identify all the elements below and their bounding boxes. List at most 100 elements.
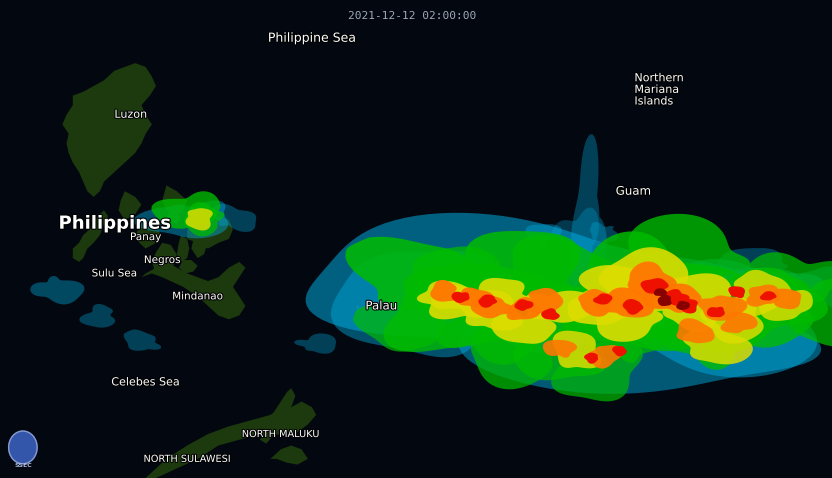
Polygon shape bbox=[458, 287, 495, 308]
Polygon shape bbox=[676, 318, 715, 343]
Polygon shape bbox=[73, 210, 108, 262]
Polygon shape bbox=[424, 309, 428, 314]
Polygon shape bbox=[707, 276, 814, 348]
Polygon shape bbox=[151, 191, 220, 229]
Polygon shape bbox=[616, 189, 622, 195]
Polygon shape bbox=[177, 235, 189, 262]
Polygon shape bbox=[452, 292, 469, 303]
Polygon shape bbox=[541, 308, 560, 320]
Polygon shape bbox=[584, 315, 668, 363]
Polygon shape bbox=[477, 264, 483, 268]
Polygon shape bbox=[331, 251, 517, 357]
Text: Guam: Guam bbox=[616, 185, 651, 198]
Polygon shape bbox=[567, 290, 643, 325]
Polygon shape bbox=[734, 270, 792, 316]
Polygon shape bbox=[570, 134, 607, 343]
Polygon shape bbox=[578, 289, 614, 316]
Polygon shape bbox=[429, 284, 497, 319]
Polygon shape bbox=[471, 295, 515, 318]
Polygon shape bbox=[260, 388, 295, 444]
Polygon shape bbox=[581, 231, 755, 351]
Polygon shape bbox=[513, 318, 607, 380]
Text: SSEC: SSEC bbox=[14, 463, 32, 468]
Polygon shape bbox=[191, 229, 208, 258]
Text: Panay: Panay bbox=[130, 232, 161, 242]
Text: Negros: Negros bbox=[144, 255, 181, 265]
Polygon shape bbox=[542, 340, 577, 358]
Polygon shape bbox=[62, 63, 156, 197]
Polygon shape bbox=[658, 295, 671, 306]
Polygon shape bbox=[799, 267, 832, 313]
Text: Philippine Sea: Philippine Sea bbox=[268, 32, 356, 45]
Polygon shape bbox=[355, 305, 359, 310]
Text: Sulu Sea: Sulu Sea bbox=[92, 269, 137, 278]
Polygon shape bbox=[676, 301, 690, 310]
Polygon shape bbox=[260, 402, 316, 438]
Polygon shape bbox=[186, 208, 213, 230]
Polygon shape bbox=[295, 334, 336, 354]
Polygon shape bbox=[707, 307, 725, 317]
Polygon shape bbox=[507, 297, 541, 320]
Polygon shape bbox=[558, 271, 739, 341]
Polygon shape bbox=[435, 315, 439, 319]
Polygon shape bbox=[760, 291, 776, 301]
Polygon shape bbox=[184, 202, 225, 237]
Polygon shape bbox=[305, 213, 786, 353]
Polygon shape bbox=[437, 302, 548, 365]
Text: Luzon: Luzon bbox=[115, 110, 147, 120]
Polygon shape bbox=[641, 278, 669, 293]
Polygon shape bbox=[728, 286, 745, 298]
Polygon shape bbox=[458, 268, 821, 394]
Polygon shape bbox=[404, 264, 549, 319]
Polygon shape bbox=[612, 346, 627, 357]
Polygon shape bbox=[124, 329, 161, 351]
Polygon shape bbox=[590, 222, 619, 242]
Text: Philippines: Philippines bbox=[58, 215, 171, 233]
Polygon shape bbox=[526, 224, 562, 249]
Polygon shape bbox=[682, 322, 753, 364]
Polygon shape bbox=[417, 281, 480, 309]
Polygon shape bbox=[141, 262, 245, 319]
Polygon shape bbox=[642, 283, 701, 313]
Polygon shape bbox=[741, 252, 832, 306]
Polygon shape bbox=[384, 290, 518, 352]
Polygon shape bbox=[404, 300, 409, 306]
Polygon shape bbox=[471, 322, 552, 389]
Polygon shape bbox=[478, 278, 532, 307]
Polygon shape bbox=[136, 222, 161, 249]
Text: Northern
Mariana
Islands: Northern Mariana Islands bbox=[635, 73, 684, 107]
Polygon shape bbox=[697, 295, 747, 321]
Text: Mindanao: Mindanao bbox=[172, 292, 223, 301]
Polygon shape bbox=[654, 288, 667, 296]
Text: NORTH SULAWESI: NORTH SULAWESI bbox=[143, 454, 231, 464]
Polygon shape bbox=[79, 304, 115, 327]
Polygon shape bbox=[587, 345, 622, 369]
Polygon shape bbox=[552, 331, 602, 369]
Text: NORTH MALUKU: NORTH MALUKU bbox=[242, 429, 319, 439]
Polygon shape bbox=[677, 268, 828, 353]
Polygon shape bbox=[398, 306, 404, 312]
Polygon shape bbox=[746, 284, 780, 307]
Polygon shape bbox=[526, 288, 563, 313]
Polygon shape bbox=[592, 285, 663, 342]
Polygon shape bbox=[790, 279, 832, 347]
Polygon shape bbox=[487, 297, 491, 302]
Polygon shape bbox=[514, 299, 533, 311]
Polygon shape bbox=[542, 207, 599, 298]
Polygon shape bbox=[700, 297, 764, 344]
Polygon shape bbox=[678, 299, 698, 314]
Polygon shape bbox=[152, 243, 177, 277]
Polygon shape bbox=[146, 407, 291, 478]
Polygon shape bbox=[162, 185, 187, 216]
Polygon shape bbox=[622, 299, 643, 315]
Polygon shape bbox=[648, 273, 731, 332]
Polygon shape bbox=[757, 288, 813, 321]
Polygon shape bbox=[187, 216, 233, 249]
Polygon shape bbox=[465, 231, 586, 313]
Text: Palau: Palau bbox=[365, 299, 398, 313]
Polygon shape bbox=[596, 287, 654, 317]
Polygon shape bbox=[212, 204, 256, 232]
Polygon shape bbox=[627, 261, 676, 299]
Circle shape bbox=[8, 431, 37, 464]
Polygon shape bbox=[774, 289, 801, 309]
